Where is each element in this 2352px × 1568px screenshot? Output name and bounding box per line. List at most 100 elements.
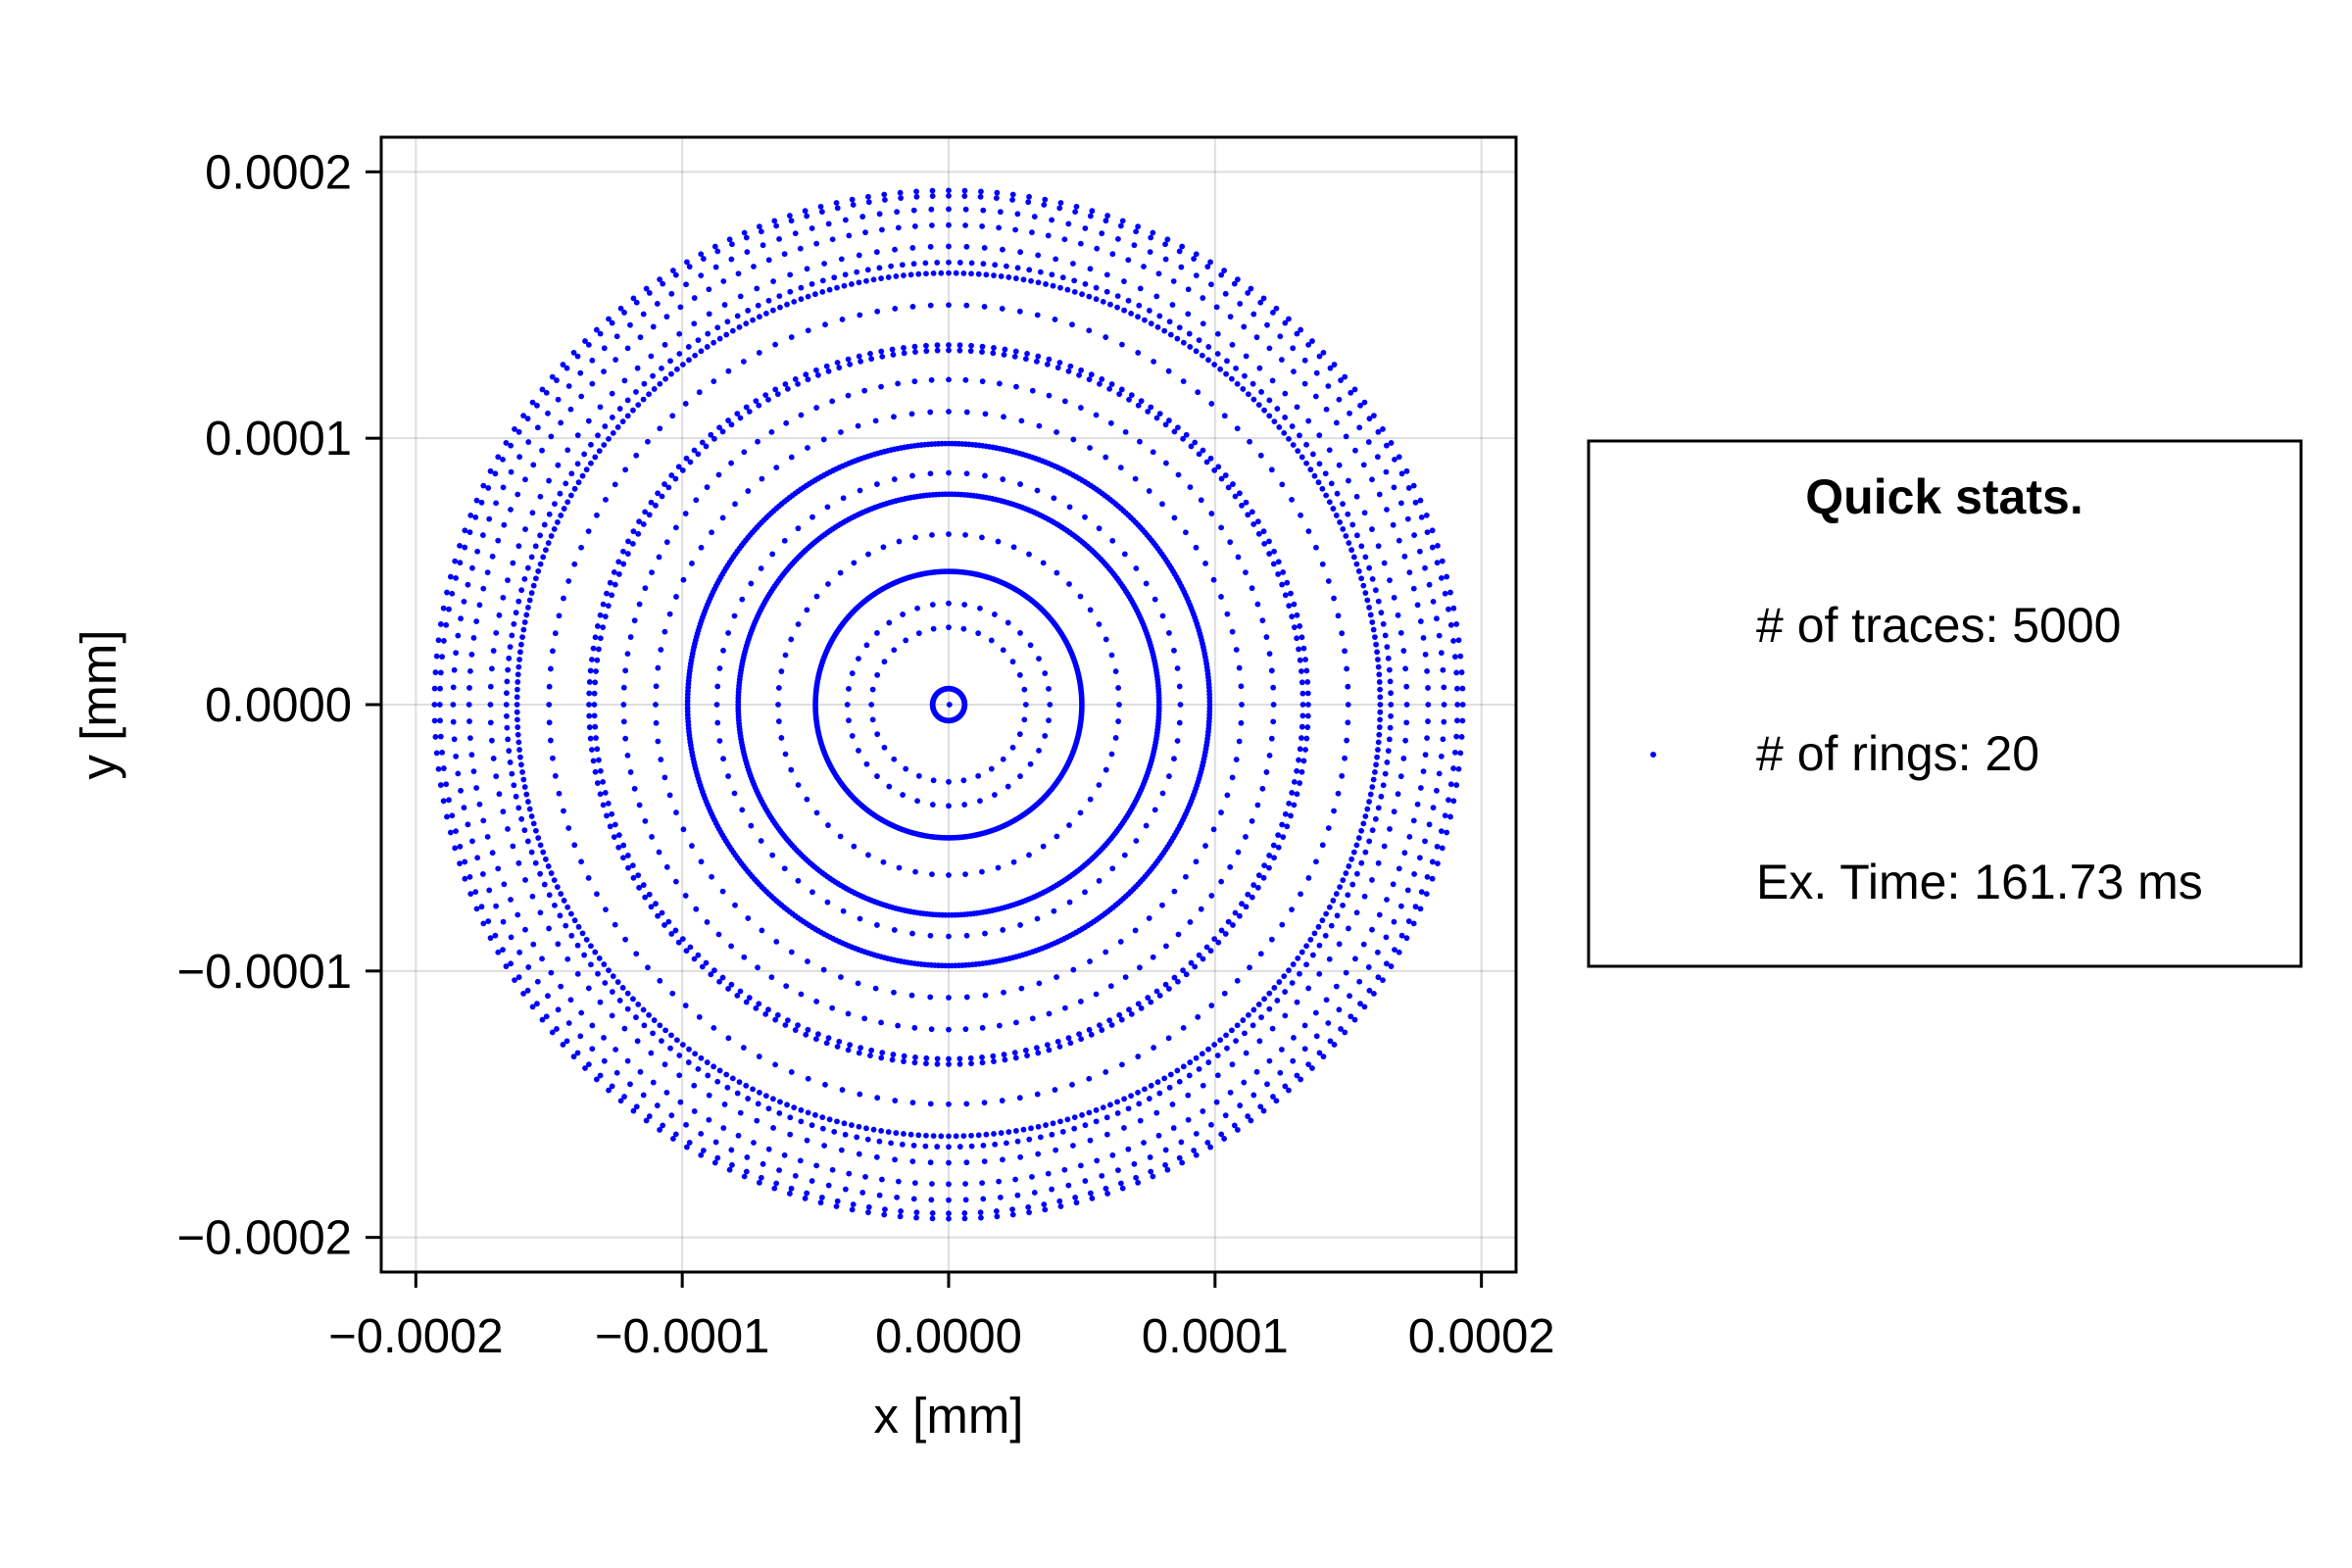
data-point: [1117, 939, 1124, 945]
data-point: [960, 270, 967, 276]
data-point: [512, 425, 517, 432]
data-point: [1436, 632, 1443, 639]
data-point: [783, 419, 790, 426]
data-point: [1171, 756, 1177, 762]
data-point: [500, 918, 507, 925]
data-point: [508, 897, 514, 903]
data-point: [721, 302, 728, 308]
data-point: [530, 941, 537, 948]
data-point: [665, 484, 672, 491]
data-point: [1036, 422, 1043, 429]
data-point: [1289, 496, 1295, 503]
data-point: [982, 992, 989, 999]
data-point: [680, 826, 687, 833]
data-point: [1365, 439, 1372, 445]
data-point: [1364, 806, 1371, 812]
data-point: [980, 261, 987, 268]
data-point: [1417, 906, 1424, 912]
data-point: [643, 285, 650, 292]
data-point: [1300, 645, 1307, 652]
data-point: [1362, 554, 1369, 561]
data-point: [1016, 731, 1023, 738]
data-point: [1286, 316, 1292, 322]
data-point: [1082, 514, 1088, 520]
data-point: [1294, 635, 1300, 642]
data-point: [703, 959, 710, 966]
data-point: [1420, 768, 1427, 774]
data-point: [798, 1106, 805, 1113]
data-point: [834, 1044, 841, 1050]
data-point: [1257, 299, 1264, 306]
data-point: [1232, 493, 1239, 500]
data-point: [842, 217, 849, 223]
data-point: [1390, 881, 1396, 888]
data-point: [1187, 484, 1194, 490]
data-point: [679, 467, 686, 473]
legend-title: Quick stats.: [1805, 469, 2082, 524]
data-point: [1128, 1093, 1135, 1100]
data-point: [1282, 1083, 1289, 1090]
data-point: [1166, 318, 1173, 325]
data-point: [1102, 1069, 1109, 1075]
data-point: [834, 205, 841, 212]
data-point: [1041, 202, 1048, 208]
data-point: [669, 413, 676, 419]
data-point: [1357, 1001, 1363, 1007]
data-point: [1135, 223, 1142, 230]
data-point: [457, 860, 463, 867]
data-point: [1411, 532, 1418, 538]
data-point: [555, 941, 562, 948]
data-point: [979, 534, 985, 541]
legend-box: [1587, 439, 2303, 968]
data-point: [999, 306, 1005, 312]
x-tick-label: −0.0002: [328, 1310, 504, 1363]
data-point: [746, 409, 753, 415]
data-point: [805, 958, 810, 964]
data-point: [1423, 891, 1430, 898]
data-point: [795, 525, 802, 532]
data-point: [589, 657, 595, 662]
data-point: [1333, 513, 1340, 518]
data-point: [431, 685, 438, 692]
data-point: [1164, 1166, 1171, 1173]
data-point: [805, 1109, 811, 1116]
data-point: [805, 293, 811, 300]
legend-entry-time: Ex. Time: 161.73 ms: [1756, 855, 2203, 909]
data-point: [1266, 551, 1273, 557]
data-point: [1034, 1091, 1041, 1098]
data-point: [1046, 392, 1053, 399]
data-point: [849, 281, 855, 287]
data-point: [529, 399, 536, 406]
data-point: [805, 376, 811, 383]
data-point: [1369, 926, 1375, 933]
data-point: [792, 1027, 799, 1033]
data-point: [534, 978, 541, 985]
data-point: [1375, 663, 1382, 670]
data-point: [1104, 213, 1111, 219]
data-point: [818, 1194, 825, 1200]
data-point: [910, 1142, 917, 1149]
data-point: [1253, 1068, 1260, 1075]
data-point: [596, 448, 603, 455]
data-point: [476, 602, 483, 609]
data-point: [612, 821, 618, 828]
data-point: [673, 594, 679, 600]
data-point: [1221, 268, 1228, 273]
data-point: [1250, 1092, 1257, 1099]
data-point: [496, 791, 503, 798]
data-point: [1214, 1053, 1221, 1058]
data-point: [839, 1087, 846, 1093]
data-point: [594, 891, 600, 898]
data-point: [1266, 990, 1273, 997]
data-point: [1096, 782, 1102, 788]
data-point: [587, 667, 594, 674]
data-point: [537, 493, 544, 500]
data-point: [1256, 1038, 1263, 1045]
data-point: [910, 1196, 917, 1202]
data-point: [588, 943, 594, 950]
data-point: [929, 602, 936, 608]
data-point: [485, 485, 492, 491]
data-point: [1174, 738, 1181, 744]
data-point: [805, 1075, 811, 1082]
data-point: [915, 270, 922, 277]
